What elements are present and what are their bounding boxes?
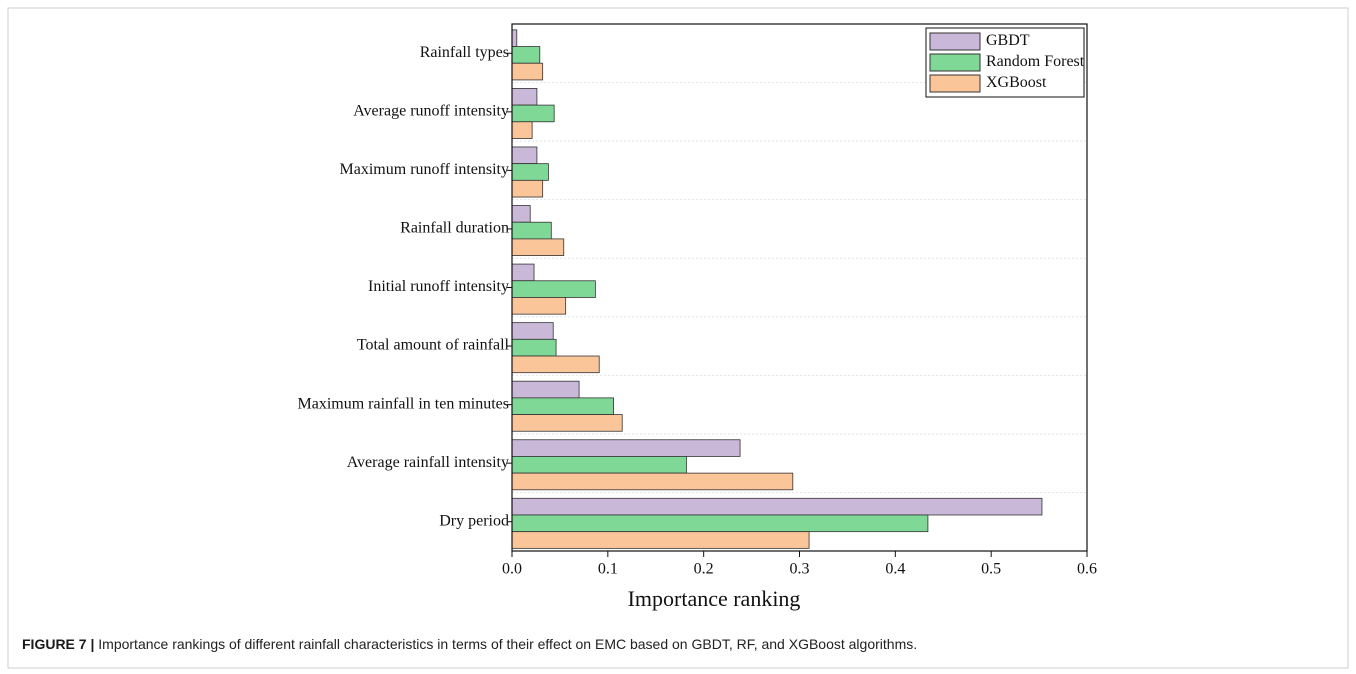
y-tick-label: Average runoff intensity	[353, 103, 509, 120]
bar	[511, 456, 687, 474]
x-tick-label: 0.0	[502, 561, 522, 578]
bar	[511, 397, 614, 415]
bar	[511, 514, 929, 533]
y-tick-label: Average rainfall intensity	[347, 454, 509, 471]
x-tick-label: 0.5	[981, 561, 1001, 578]
bar	[511, 380, 580, 399]
y-tick-label: Rainfall types	[420, 44, 509, 61]
x-tick-label: 0.6	[1077, 561, 1097, 578]
bar	[511, 531, 810, 549]
bar	[511, 205, 531, 223]
bar	[511, 88, 538, 106]
y-tick-label: Total amount of rainfall	[357, 337, 510, 354]
caption-label: FIGURE 7 |	[22, 636, 95, 652]
figure-frame	[7, 7, 1349, 669]
bar	[511, 163, 549, 181]
bar	[511, 497, 1043, 516]
x-tick-label: 0.2	[694, 561, 714, 578]
legend-label: GBDT	[986, 32, 1030, 49]
plot-frame	[511, 23, 1088, 552]
y-tick-label: Dry period	[439, 512, 509, 529]
x-tick-label: 0.4	[885, 561, 905, 578]
bar	[511, 29, 518, 47]
bar	[511, 439, 741, 457]
y-tick-label: Rainfall duration	[400, 220, 509, 237]
x-axis-label: Importance ranking	[628, 586, 801, 611]
y-tick-label: Maximum runoff intensity	[340, 161, 509, 178]
bar	[511, 179, 544, 198]
x-tick-label: 0.3	[790, 561, 810, 578]
bar	[511, 355, 600, 374]
bar	[511, 121, 533, 139]
legend-swatch	[929, 32, 981, 51]
bar	[511, 280, 596, 298]
bar	[511, 221, 552, 240]
y-tick-label: Initial runoff intensity	[368, 278, 509, 295]
legend-swatch	[929, 53, 981, 72]
bar	[511, 62, 544, 81]
y-tick-label: Maximum rainfall in ten minutes	[297, 395, 509, 412]
caption-text: Importance rankings of different rainfal…	[98, 636, 918, 652]
bar	[511, 338, 557, 357]
legend-swatch	[929, 74, 981, 93]
legend-label: Random Forest	[986, 53, 1085, 70]
bar	[511, 146, 538, 165]
bar	[511, 104, 555, 123]
caption: FIGURE 7 | Importance rankings of differ…	[22, 636, 917, 652]
x-tick-label: 0.1	[598, 561, 618, 578]
bar	[511, 263, 535, 282]
bar	[511, 472, 794, 491]
bar	[511, 414, 623, 432]
bar	[511, 322, 554, 340]
bar	[511, 46, 541, 64]
bar	[511, 297, 567, 315]
bar	[511, 238, 565, 256]
legend-label: XGBoost	[986, 74, 1047, 91]
